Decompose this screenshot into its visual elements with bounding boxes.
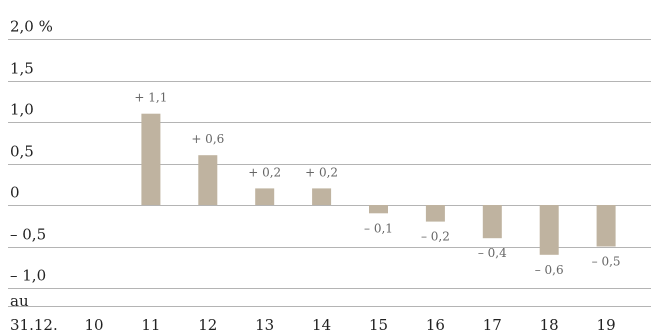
data-label: – 0,6 <box>535 263 564 277</box>
data-label: – 0,4 <box>478 246 507 260</box>
y-axis-tick-labels: 2,0 % 1,5 1,0 0,5 0 – 0,5 – 1,0 <box>10 18 53 285</box>
x-axis-prefix-label: au <box>10 292 29 310</box>
x-tick-label: 12 <box>198 316 217 334</box>
bar <box>596 205 616 247</box>
bar <box>312 188 332 205</box>
x-tick-label: 13 <box>255 316 274 334</box>
bar <box>539 205 559 255</box>
x-tick-label: 10 <box>84 316 103 334</box>
bar <box>255 188 275 205</box>
data-label: + 1,1 <box>134 91 167 105</box>
y-tick-label: 2,0 % <box>10 18 53 36</box>
data-label: – 0,1 <box>364 221 393 235</box>
data-label: + 0,6 <box>191 132 224 146</box>
x-tick-label: 14 <box>312 316 331 334</box>
data-label: – 0,5 <box>592 255 621 269</box>
bar <box>141 113 161 205</box>
bars <box>141 113 616 255</box>
x-tick-label: 17 <box>483 316 502 334</box>
x-axis-tick-labels: au 31.12. 10 11 12 13 14 15 16 17 18 19 <box>10 292 616 334</box>
data-label: + 0,2 <box>305 165 338 179</box>
y-tick-label: 0 <box>10 184 20 202</box>
x-tick-label: 15 <box>369 316 388 334</box>
data-label: – 0,2 <box>421 230 450 244</box>
data-label: + 0,2 <box>248 165 281 179</box>
gridlines <box>8 39 651 307</box>
y-tick-label: – 1,0 <box>10 267 46 285</box>
y-tick-label: 1,5 <box>10 60 34 78</box>
x-tick-label: 18 <box>540 316 559 334</box>
bar <box>482 205 502 239</box>
x-tick-label: 16 <box>426 316 445 334</box>
x-axis-prefix-label: 31.12. <box>10 316 58 334</box>
x-tick-label: 19 <box>597 316 616 334</box>
bar <box>369 205 388 214</box>
bar <box>198 155 218 205</box>
x-tick-label: 11 <box>141 316 160 334</box>
y-tick-label: – 0,5 <box>10 226 46 244</box>
bar <box>425 205 445 222</box>
data-labels: + 1,1 + 0,6 + 0,2 + 0,2 – 0,1 – 0,2 – 0,4 – 0,6… <box>134 91 620 277</box>
y-tick-label: 0,5 <box>10 143 34 161</box>
y-tick-label: 1,0 <box>10 101 34 119</box>
